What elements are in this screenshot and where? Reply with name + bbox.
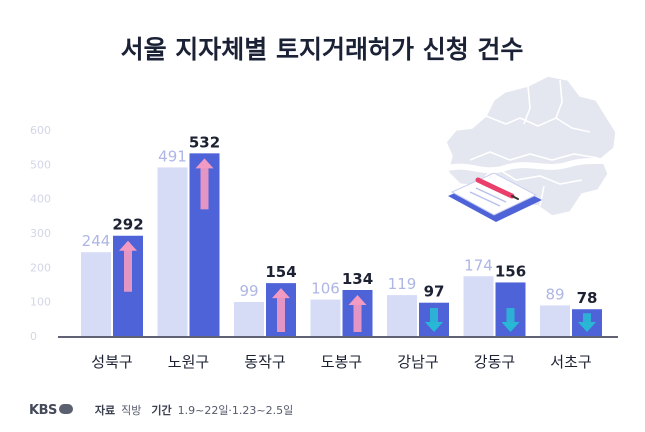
bar-previous <box>540 305 570 336</box>
bar-previous <box>463 276 494 336</box>
bar-previous <box>310 299 341 336</box>
up-arrow-icon <box>119 240 137 251</box>
value-label-previous: 89 <box>545 285 564 303</box>
down-arrow-icon <box>578 322 596 332</box>
up-arrow-icon <box>272 288 290 299</box>
y-tick-label: 400 <box>30 193 51 206</box>
value-label-current: 134 <box>342 270 373 288</box>
category-label: 강남구 <box>397 353 438 371</box>
value-label-previous: 99 <box>239 282 258 300</box>
value-label-current: 292 <box>112 216 143 234</box>
y-tick-label: 500 <box>30 158 51 171</box>
category-label: 동작구 <box>244 353 285 371</box>
bars <box>81 153 602 336</box>
footer: KBS 자료 직방 기간 1.9~22일·1.23~2.5일 <box>29 402 293 418</box>
seoul-map-illustration <box>439 75 622 222</box>
up-arrow-icon <box>348 294 367 305</box>
down-arrow-icon <box>583 313 591 322</box>
down-arrow-icon <box>506 308 515 322</box>
category-label: 성북구 <box>91 353 132 371</box>
up-arrow-icon <box>200 166 209 210</box>
down-arrow-icon <box>501 322 520 332</box>
value-label-previous: 106 <box>311 280 340 298</box>
pen-icon <box>475 177 519 200</box>
up-arrow-icon <box>195 158 214 169</box>
category-label: 노원구 <box>168 353 209 371</box>
up-arrow-icon <box>353 302 362 332</box>
category-label: 서초구 <box>550 353 591 371</box>
category-label: 도봉구 <box>321 353 362 371</box>
value-label-previous: 119 <box>388 275 417 293</box>
kbs-logo-text: KBS <box>29 402 57 418</box>
value-label-current: 532 <box>189 133 220 151</box>
category-label: 강동구 <box>474 353 515 371</box>
y-tick-label: 600 <box>30 124 51 137</box>
value-label-current: 97 <box>424 283 445 301</box>
source-value: 직방 <box>121 404 142 417</box>
bar-previous <box>234 302 264 336</box>
period-label: 기간 <box>151 404 172 417</box>
up-arrow-icon <box>277 296 285 332</box>
kbs-logo: KBS <box>29 403 73 418</box>
source-label: 자료 <box>94 404 116 417</box>
y-tick-label: 0 <box>30 330 37 343</box>
value-label-current: 154 <box>265 263 296 281</box>
y-tick-label: 300 <box>30 227 51 240</box>
period-value: 1.9~22일·1.23~2.5일 <box>177 404 294 417</box>
value-label-current: 156 <box>495 262 526 280</box>
y-tick-label: 200 <box>30 261 51 274</box>
down-arrow-icon <box>425 322 443 332</box>
down-arrow-icon <box>430 308 438 322</box>
kbs-logo-mark <box>58 404 73 414</box>
y-axis-ticks: 0 100 200 300 400 500 600 <box>30 124 51 343</box>
value-label-previous: 491 <box>158 147 187 165</box>
value-label-current: 78 <box>577 289 598 307</box>
up-arrow-icon <box>124 248 132 292</box>
value-label-previous: 244 <box>82 232 111 250</box>
value-label-previous: 174 <box>464 256 493 274</box>
bar-previous <box>157 167 188 336</box>
y-tick-label: 100 <box>30 296 51 309</box>
x-axis-categories: 성북구 노원구 동작구 도봉구 강남구 강동구 서초구 <box>91 353 591 371</box>
bar-previous <box>81 252 111 336</box>
bar-previous <box>387 295 417 336</box>
chart-title: 서울 지자체별 토지거래허가 신청 건수 <box>121 35 524 64</box>
